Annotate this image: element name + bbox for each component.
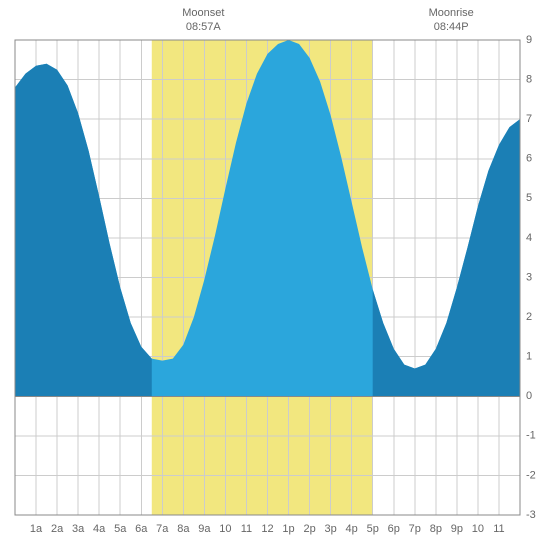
y-tick-label: 1 xyxy=(526,351,532,363)
y-tick-label: 5 xyxy=(526,192,532,204)
tide-chart: -3-2-101234567891a2a3a4a5a6a7a8a9a101112… xyxy=(0,0,550,550)
y-tick-label: 8 xyxy=(526,73,532,85)
x-tick-label: 1a xyxy=(30,523,43,535)
x-tick-label: 3a xyxy=(72,523,85,535)
y-tick-label: 4 xyxy=(526,232,532,244)
x-tick-label: 1p xyxy=(282,523,294,535)
x-tick-label: 10 xyxy=(472,523,484,535)
x-tick-label: 4a xyxy=(93,523,106,535)
x-tick-label: 4p xyxy=(346,523,358,535)
y-tick-label: 6 xyxy=(526,153,532,165)
x-tick-label: 8a xyxy=(177,523,190,535)
x-tick-label: 2p xyxy=(303,523,315,535)
y-tick-label: -2 xyxy=(526,469,536,481)
chart-svg: -3-2-101234567891a2a3a4a5a6a7a8a9a101112… xyxy=(0,0,550,550)
x-tick-label: 6a xyxy=(135,523,148,535)
y-tick-label: 3 xyxy=(526,271,532,283)
x-tick-label: 7p xyxy=(409,523,421,535)
moonset-annotation: Moonset08:57A xyxy=(163,6,243,35)
x-tick-label: 7a xyxy=(156,523,169,535)
x-tick-label: 9p xyxy=(451,523,463,535)
annotation-time: 08:44P xyxy=(411,20,491,34)
annotation-title: Moonrise xyxy=(411,6,491,20)
y-tick-label: -3 xyxy=(526,509,536,521)
x-tick-label: 2a xyxy=(51,523,64,535)
y-tick-label: 2 xyxy=(526,311,532,323)
x-tick-label: 5p xyxy=(367,523,379,535)
y-tick-label: 7 xyxy=(526,113,532,125)
annotation-time: 08:57A xyxy=(163,20,243,34)
x-tick-label: 3p xyxy=(325,523,337,535)
y-tick-label: -1 xyxy=(526,430,536,442)
x-tick-label: 11 xyxy=(241,523,252,535)
annotation-title: Moonset xyxy=(163,6,243,20)
x-tick-label: 10 xyxy=(219,523,231,535)
moonrise-annotation: Moonrise08:44P xyxy=(411,6,491,35)
x-tick-label: 8p xyxy=(430,523,442,535)
x-tick-label: 12 xyxy=(261,523,273,535)
x-tick-label: 6p xyxy=(388,523,400,535)
x-tick-label: 9a xyxy=(198,523,211,535)
y-tick-label: 9 xyxy=(526,34,532,46)
y-tick-label: 0 xyxy=(526,390,532,402)
x-tick-label: 11 xyxy=(493,523,504,535)
x-tick-label: 5a xyxy=(114,523,127,535)
